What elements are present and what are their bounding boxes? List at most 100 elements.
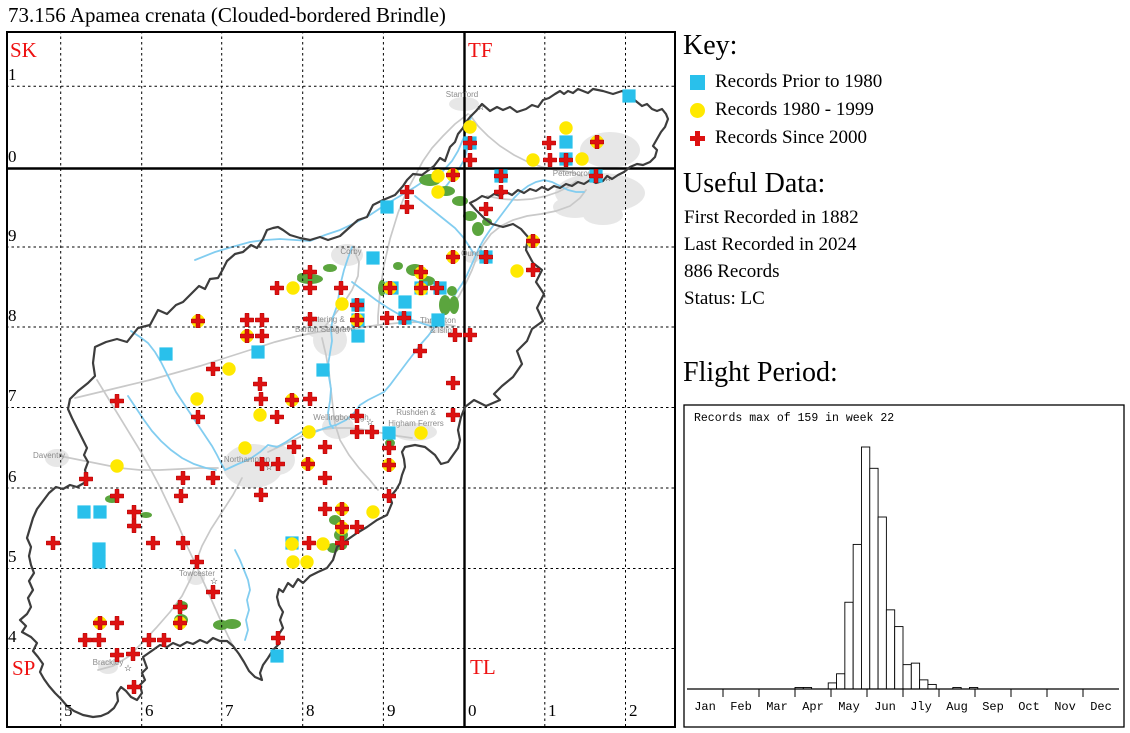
record-since-2000 [382, 458, 396, 472]
record-since-2000 [479, 202, 493, 216]
grid-row-label: 1 [8, 65, 17, 84]
record-since-2000 [494, 169, 508, 183]
weekly-bar-w20 [844, 601, 854, 690]
record-since-2000 [400, 200, 414, 214]
record-since-2000 [174, 489, 188, 503]
record-since-2000 [542, 136, 556, 150]
road [439, 189, 587, 321]
record-since-2000 [240, 329, 254, 343]
town-star-icon: ☆ [604, 173, 612, 183]
record-since-2000 [110, 394, 124, 408]
record-since-2000 [127, 505, 141, 519]
record-since-2000 [335, 502, 349, 516]
woodland-patch [449, 296, 459, 314]
record-since-2000 [240, 313, 254, 327]
record-since-2000 [413, 344, 427, 358]
grid-col-label: 6 [145, 701, 154, 720]
record-prior-1980 [92, 542, 106, 556]
woodland-patch [482, 218, 492, 226]
record-since-2000 [350, 425, 364, 439]
woodland-patch [472, 222, 484, 236]
record-since-2000 [110, 616, 124, 630]
river [130, 330, 226, 471]
key-item-since-2000: Records Since 2000 [690, 127, 867, 149]
grid-row-label: 6 [8, 467, 17, 486]
weekly-bar-w27 [902, 664, 912, 690]
grid-letters-SK: SK [10, 38, 37, 62]
woodland-patch [323, 264, 337, 272]
record-since-2000 [127, 519, 141, 533]
town-label: Corby [340, 247, 361, 256]
record-since-2000 [206, 471, 220, 485]
record-since-2000 [380, 311, 394, 325]
record-since-2000 [318, 471, 332, 485]
record-since-2000 [365, 425, 379, 439]
record-since-2000 [176, 536, 190, 550]
record-since-2000 [303, 281, 317, 295]
urban-area [583, 205, 623, 225]
grid-row-label: 9 [8, 226, 17, 245]
record-since-2000 [142, 633, 156, 647]
record-since-2000 [590, 135, 604, 149]
grid-letters-TF: TF [468, 38, 493, 62]
flight-period-chart: Records max of 159 in week 22 Jan Feb Mar Ap… [683, 404, 1125, 728]
weekly-bar-w19 [836, 673, 846, 690]
weekly-bar-w29 [919, 679, 929, 690]
record-since-2000 [146, 536, 160, 550]
weekly-bar-w25 [885, 609, 896, 690]
weekly-bar-w26 [894, 626, 904, 690]
record-since-2000 [414, 265, 428, 279]
weekly-bar-w22 [861, 446, 871, 690]
record-since-2000 [255, 313, 269, 327]
road [96, 379, 236, 651]
key-item-label: Records Prior to 1980 [715, 71, 883, 92]
record-since-2000 [173, 600, 187, 614]
record-since-2000 [383, 281, 397, 295]
woodland-patch [447, 286, 457, 296]
town-label: Rushden & [396, 408, 436, 417]
town-label: Peterborough [553, 169, 601, 178]
grid-row-label: 5 [8, 547, 17, 566]
weekly-bar-w23 [869, 467, 879, 690]
grid-row-label: 7 [8, 386, 17, 405]
record-since-2000 [302, 536, 316, 550]
record-1980-1999 [559, 121, 573, 135]
record-since-2000 [79, 472, 93, 486]
month-label: Jun [874, 700, 896, 714]
record-since-2000 [382, 489, 396, 503]
record-since-2000 [93, 616, 107, 630]
record-since-2000 [494, 185, 508, 199]
grid-letters-TL: TL [470, 655, 496, 679]
record-1980-1999 [286, 555, 300, 569]
town-label: Barton Seagrave [295, 325, 356, 334]
grid-row-label: 4 [8, 627, 17, 646]
record-prior-1980 [622, 89, 636, 103]
record-since-2000 [526, 234, 540, 248]
yellow-circle-icon [690, 102, 705, 118]
map-border [6, 31, 676, 728]
town-label: Higham Ferrers [388, 419, 444, 428]
woodland-patch [329, 515, 341, 525]
key-heading: Key: [683, 30, 738, 61]
record-since-2000 [287, 440, 301, 454]
record-since-2000 [335, 536, 349, 550]
record-since-2000 [191, 314, 205, 328]
record-since-2000 [271, 457, 285, 471]
month-label: May [838, 700, 860, 714]
month-label: Oct [1018, 700, 1040, 714]
record-1980-1999 [335, 297, 349, 311]
record-prior-1980 [92, 555, 106, 569]
record-since-2000 [335, 520, 349, 534]
record-since-2000 [526, 263, 540, 277]
record-since-2000 [318, 440, 332, 454]
record-since-2000 [206, 362, 220, 376]
record-since-2000 [157, 633, 171, 647]
record-1980-1999 [285, 537, 299, 551]
record-count-line: 886 Records [684, 261, 780, 282]
record-since-2000 [303, 392, 317, 406]
urban-area [45, 449, 69, 467]
woodland-patch [297, 273, 307, 281]
record-since-2000 [126, 647, 140, 661]
key-item-label: Records Since 2000 [715, 127, 867, 148]
flight-period-heading: Flight Period: [683, 357, 838, 388]
